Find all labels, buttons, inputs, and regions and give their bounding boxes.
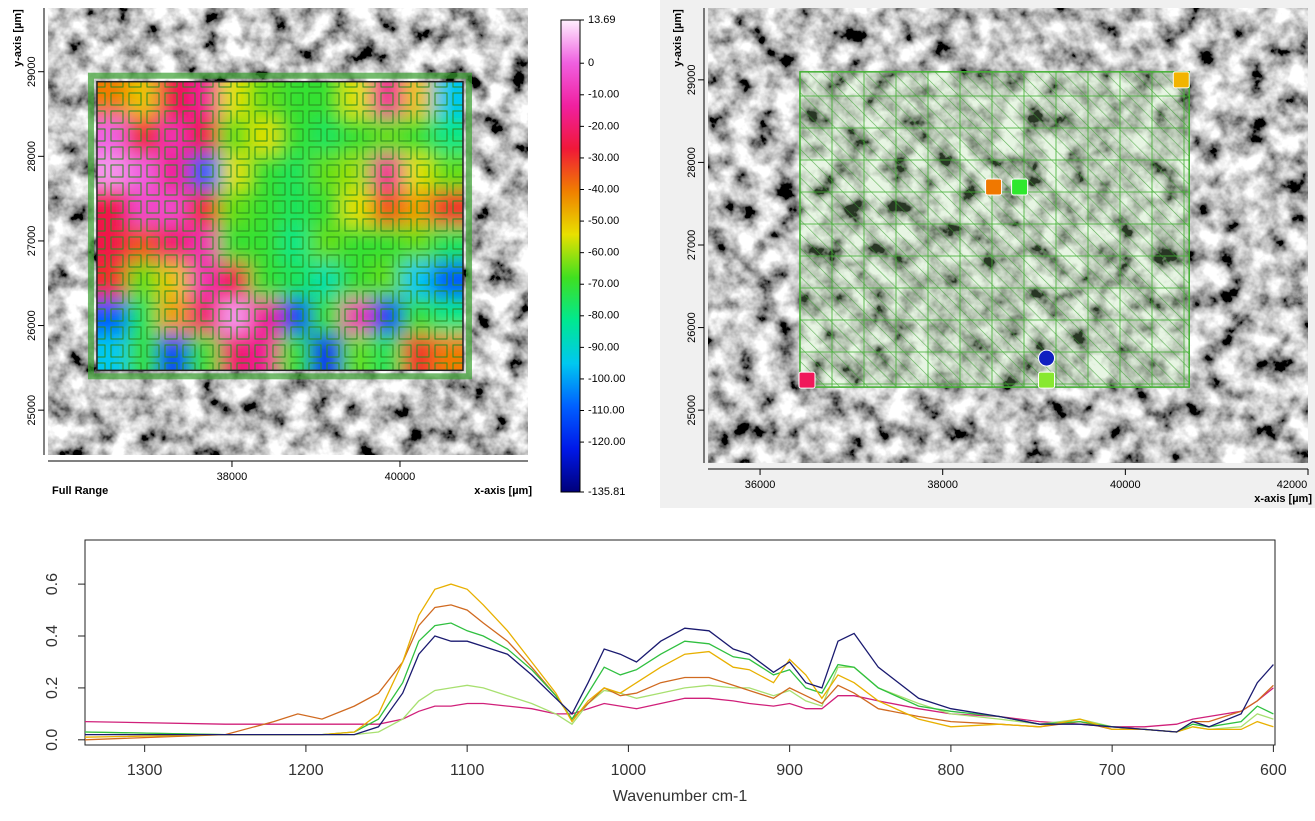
y-tick-label: 0.2: [44, 677, 61, 699]
x-tick-label: 1000: [611, 762, 647, 779]
colorbar-tick-label: 13.69: [588, 14, 616, 26]
spectrum-line: [84, 583, 1274, 738]
colorbar-tick-label: -110.00: [588, 404, 625, 416]
colorbar-tick-label: -30.00: [588, 152, 619, 164]
x-tick-label: 1200: [288, 762, 324, 779]
marker: [1038, 349, 1056, 367]
colorbar-tick-label: -135.81: [588, 486, 625, 498]
y-tick-label: 26000: [686, 312, 698, 343]
colorbar-tick-label: -60.00: [588, 247, 619, 259]
x-tick-label: 700: [1099, 762, 1126, 779]
colorbar-bar: [560, 19, 581, 493]
y-tick-label: 0.4: [44, 625, 61, 647]
x-tick-label: 600: [1260, 762, 1287, 779]
colorbar-tick-label: -10.00: [588, 89, 619, 101]
spectrum-chart: 1300 1200 1100 1000 900 800 700 600 0.0 0.2 0.4 0.6…: [44, 539, 1287, 805]
x-tick-label: 1300: [127, 762, 163, 779]
y-tick-label: 25000: [26, 395, 38, 426]
x-axis-label: x-axis [µm]: [1254, 493, 1312, 505]
colorbar-tick-label: -120.00: [588, 436, 625, 448]
marker: [1011, 178, 1029, 196]
y-axis-label: y-axis [µm]: [12, 9, 24, 67]
x-axis-label: Wavenumber cm-1: [613, 788, 748, 805]
marker: [1172, 71, 1190, 89]
colorbar-tick-label: -70.00: [588, 278, 619, 290]
x-tick-label: 1100: [450, 762, 485, 779]
colorbar-tick-label: 0: [588, 57, 594, 69]
y-tick-label: 0.0: [44, 729, 61, 751]
left-map: 38000 40000 25000 26000 27000 28000 29000y-axi…: [12, 8, 532, 497]
grid-overlay: [96, 81, 463, 371]
plot-frame: [84, 539, 1276, 746]
y-tick-label: 29000: [26, 56, 38, 87]
x-tick-label: 900: [776, 762, 803, 779]
y-tick-label: 28000: [26, 141, 38, 172]
y-tick-label: 28000: [686, 147, 698, 178]
x-tick-label: 38000: [217, 471, 248, 483]
y-tick-label: 26000: [26, 310, 38, 341]
colorbar-tick-label: -40.00: [588, 183, 619, 195]
y-tick-label: 27000: [686, 230, 698, 261]
x-axis-label: x-axis [µm]: [474, 485, 532, 497]
roi-border: [799, 71, 1190, 388]
right-map: 36000 38000 40000 42000 25000 26000 27000 28000…: [672, 8, 1312, 505]
colorbar-tick-label: -50.00: [588, 215, 619, 227]
colorbar-tick-label: -90.00: [588, 341, 619, 353]
colorbar: 13.69 0 -10.00 -20.00 -30.00 -40.00 -50.00 -60.…: [560, 14, 625, 498]
spectrum-line: [84, 666, 1274, 736]
x-tick-label: 38000: [927, 479, 958, 491]
roi-grid: [799, 71, 1190, 388]
colorbar-tick-label: -100.00: [588, 373, 625, 385]
y-tick-label: 29000: [686, 65, 698, 96]
colorbar-tick-label: -80.00: [588, 310, 619, 322]
x-tick-label: 40000: [385, 471, 416, 483]
range-label: Full Range: [52, 485, 108, 497]
y-tick-label: 27000: [26, 226, 38, 257]
y-tick-label: 0.6: [44, 573, 61, 595]
marker: [798, 371, 816, 389]
spectrum-line: [85, 627, 1274, 736]
colorbar-tick-label: -20.00: [588, 120, 619, 132]
x-tick-label: 40000: [1110, 479, 1141, 491]
y-axis-label: y-axis [µm]: [672, 9, 684, 67]
roi-border: [96, 80, 464, 372]
x-tick-label: 800: [938, 762, 965, 779]
y-tick-label: 25000: [686, 395, 698, 426]
x-tick-label: 36000: [745, 479, 776, 491]
marker: [1038, 371, 1056, 389]
heatmap: [96, 81, 463, 371]
roi-frame: [87, 72, 472, 380]
marker: [985, 178, 1003, 196]
x-tick-label: 42000: [1277, 479, 1308, 491]
